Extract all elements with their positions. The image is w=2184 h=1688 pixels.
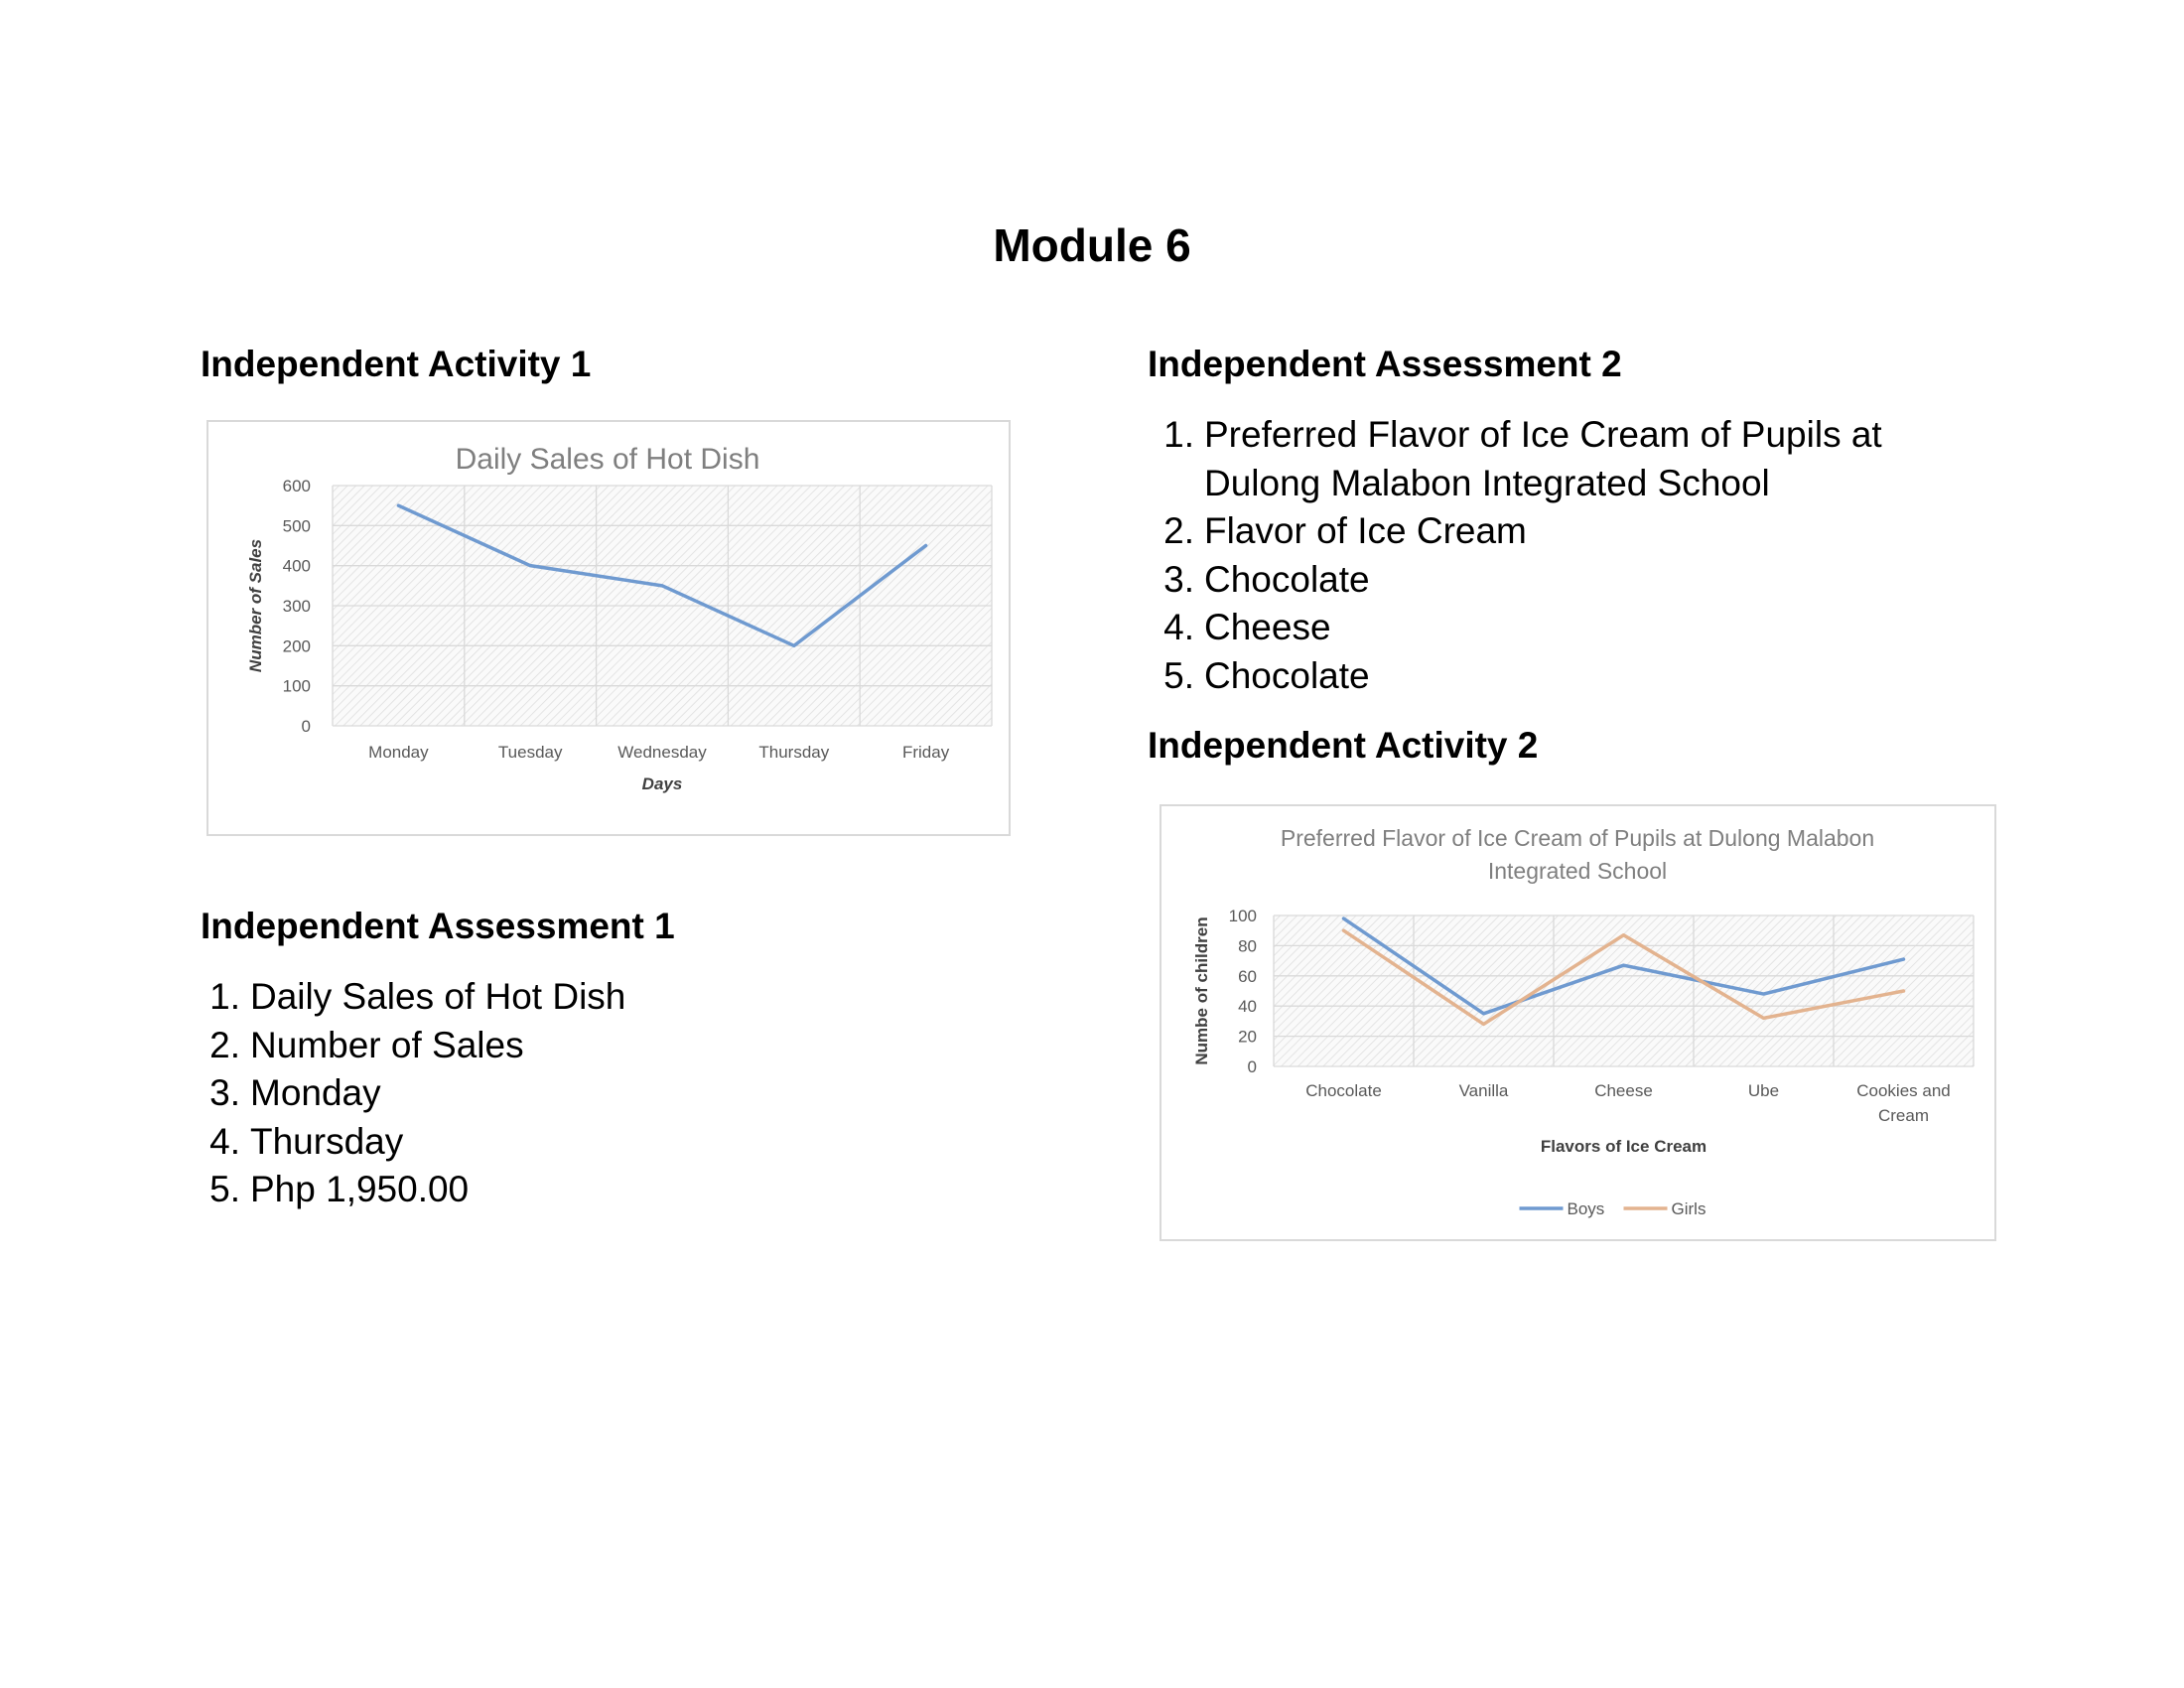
answer-item: 3. Chocolate bbox=[1155, 556, 1882, 605]
answer-text: Preferred Flavor of Ice Cream of Pupils … bbox=[1204, 414, 1882, 455]
y-tick-label: 60 bbox=[1238, 967, 1257, 986]
y-tick-label: 500 bbox=[283, 516, 311, 535]
answer-item: 1. Daily Sales of Hot Dish bbox=[201, 973, 625, 1022]
y-tick-label: 0 bbox=[302, 717, 311, 736]
x-tick-label: Ube bbox=[1748, 1081, 1779, 1100]
y-tick-label: 20 bbox=[1238, 1028, 1257, 1047]
y-tick-label: 80 bbox=[1238, 936, 1257, 955]
assessment2-answers: 1. Preferred Flavor of Ice Cream of Pupil… bbox=[1155, 411, 1882, 700]
x-tick-label: Chocolate bbox=[1305, 1081, 1382, 1100]
series-line bbox=[1341, 928, 1906, 1027]
x-tick-label: Friday bbox=[902, 743, 950, 762]
assessment1-answers: 1. Daily Sales of Hot Dish 2. Number of Sal… bbox=[201, 973, 625, 1214]
legend-label: Girls bbox=[1672, 1199, 1706, 1218]
answer-item: 2. Flavor of Ice Cream bbox=[1155, 507, 1882, 556]
y-tick-label: 100 bbox=[1229, 907, 1257, 925]
x-tick-label: Thursday bbox=[758, 743, 829, 762]
x-tick-label: Vanilla bbox=[1459, 1081, 1509, 1100]
y-tick-label: 600 bbox=[283, 477, 311, 495]
answer-item: 2. Number of Sales bbox=[201, 1022, 625, 1070]
answer-number: 1. bbox=[1163, 414, 1194, 455]
answer-item: 5. Php 1,950.00 bbox=[201, 1166, 625, 1214]
x-tick-label: Cookies and bbox=[1856, 1081, 1951, 1100]
answer-item: 1. Preferred Flavor of Ice Cream of Pupil… bbox=[1155, 411, 1882, 507]
assessment1-heading: Independent Assessment 1 bbox=[201, 906, 675, 946]
y-tick-label: 400 bbox=[283, 557, 311, 576]
x-tick-label: Monday bbox=[368, 743, 429, 762]
answer-text: Dulong Malabon Integrated School bbox=[1204, 462, 1770, 503]
x-axis-title: Days bbox=[642, 774, 683, 793]
legend-label: Boys bbox=[1568, 1199, 1605, 1218]
y-axis-title: Numbe of children bbox=[1192, 916, 1211, 1064]
ice-cream-chart: Preferred Flavor of Ice Cream of Pupils … bbox=[1160, 804, 1996, 1241]
answer-text: Flavor of Ice Cream bbox=[1204, 510, 1527, 551]
answer-text: Chocolate bbox=[1204, 558, 1370, 600]
x-tick-label: Cream bbox=[1878, 1106, 1929, 1125]
answer-number: 4. bbox=[1163, 607, 1194, 647]
answer-number: 2. bbox=[1163, 510, 1194, 551]
answer-text: Monday bbox=[250, 1072, 381, 1113]
series-line bbox=[396, 503, 928, 648]
answer-text: Chocolate bbox=[1204, 654, 1370, 696]
activity1-heading: Independent Activity 1 bbox=[201, 344, 592, 384]
answer-text: Number of Sales bbox=[250, 1024, 524, 1065]
hot-dish-chart-svg: Daily Sales of Hot Dish 0 100 200 300 400 500 6… bbox=[246, 443, 993, 793]
answer-number: 4. bbox=[209, 1120, 240, 1162]
chart-title: Daily Sales of Hot Dish bbox=[456, 443, 760, 476]
answer-number: 2. bbox=[209, 1024, 240, 1065]
answer-item: 4. Thursday bbox=[201, 1118, 625, 1167]
answer-number: 3. bbox=[1163, 558, 1194, 600]
answer-number: 1. bbox=[209, 976, 240, 1017]
chart-title: Preferred Flavor of Ice Cream of Pupils … bbox=[1281, 825, 1874, 851]
answer-text: Php 1,950.00 bbox=[250, 1169, 470, 1209]
activity2-heading: Independent Activity 2 bbox=[1148, 725, 1539, 766]
assessment2-heading: Independent Assessment 2 bbox=[1148, 344, 1622, 384]
answer-number: 5. bbox=[1163, 654, 1194, 696]
answer-number: 5. bbox=[209, 1169, 240, 1209]
answer-text: Cheese bbox=[1204, 607, 1331, 647]
y-tick-label: 0 bbox=[1248, 1057, 1257, 1076]
x-axis-title: Flavors of Ice Cream bbox=[1541, 1137, 1706, 1156]
x-tick-label: Tuesday bbox=[498, 743, 563, 762]
y-tick-label: 200 bbox=[283, 636, 311, 655]
answer-text: Daily Sales of Hot Dish bbox=[250, 976, 626, 1017]
answer-text: Thursday bbox=[250, 1120, 404, 1162]
answer-item: 4. Cheese bbox=[1155, 604, 1882, 652]
page-title: Module 6 bbox=[993, 219, 1191, 271]
answer-item: 5. Chocolate bbox=[1155, 652, 1882, 701]
answer-item: 3. Monday bbox=[201, 1069, 625, 1118]
chart-title: Integrated School bbox=[1488, 858, 1667, 884]
x-tick-label: Cheese bbox=[1594, 1081, 1653, 1100]
y-tick-label: 300 bbox=[283, 597, 311, 616]
x-tick-label: Wednesday bbox=[617, 743, 707, 762]
ice-cream-chart-svg: Preferred Flavor of Ice Cream of Pupils … bbox=[1192, 825, 1975, 1218]
plot-area bbox=[1274, 915, 1974, 1066]
y-tick-label: 40 bbox=[1238, 997, 1257, 1016]
y-tick-label: 100 bbox=[283, 677, 311, 696]
series-line bbox=[1341, 916, 1906, 1016]
y-axis-title: Number of Sales bbox=[246, 539, 265, 672]
hot-dish-chart: Daily Sales of Hot Dish 0 100 200 300 400 500 6… bbox=[206, 420, 1011, 836]
answer-number: 3. bbox=[209, 1072, 240, 1113]
